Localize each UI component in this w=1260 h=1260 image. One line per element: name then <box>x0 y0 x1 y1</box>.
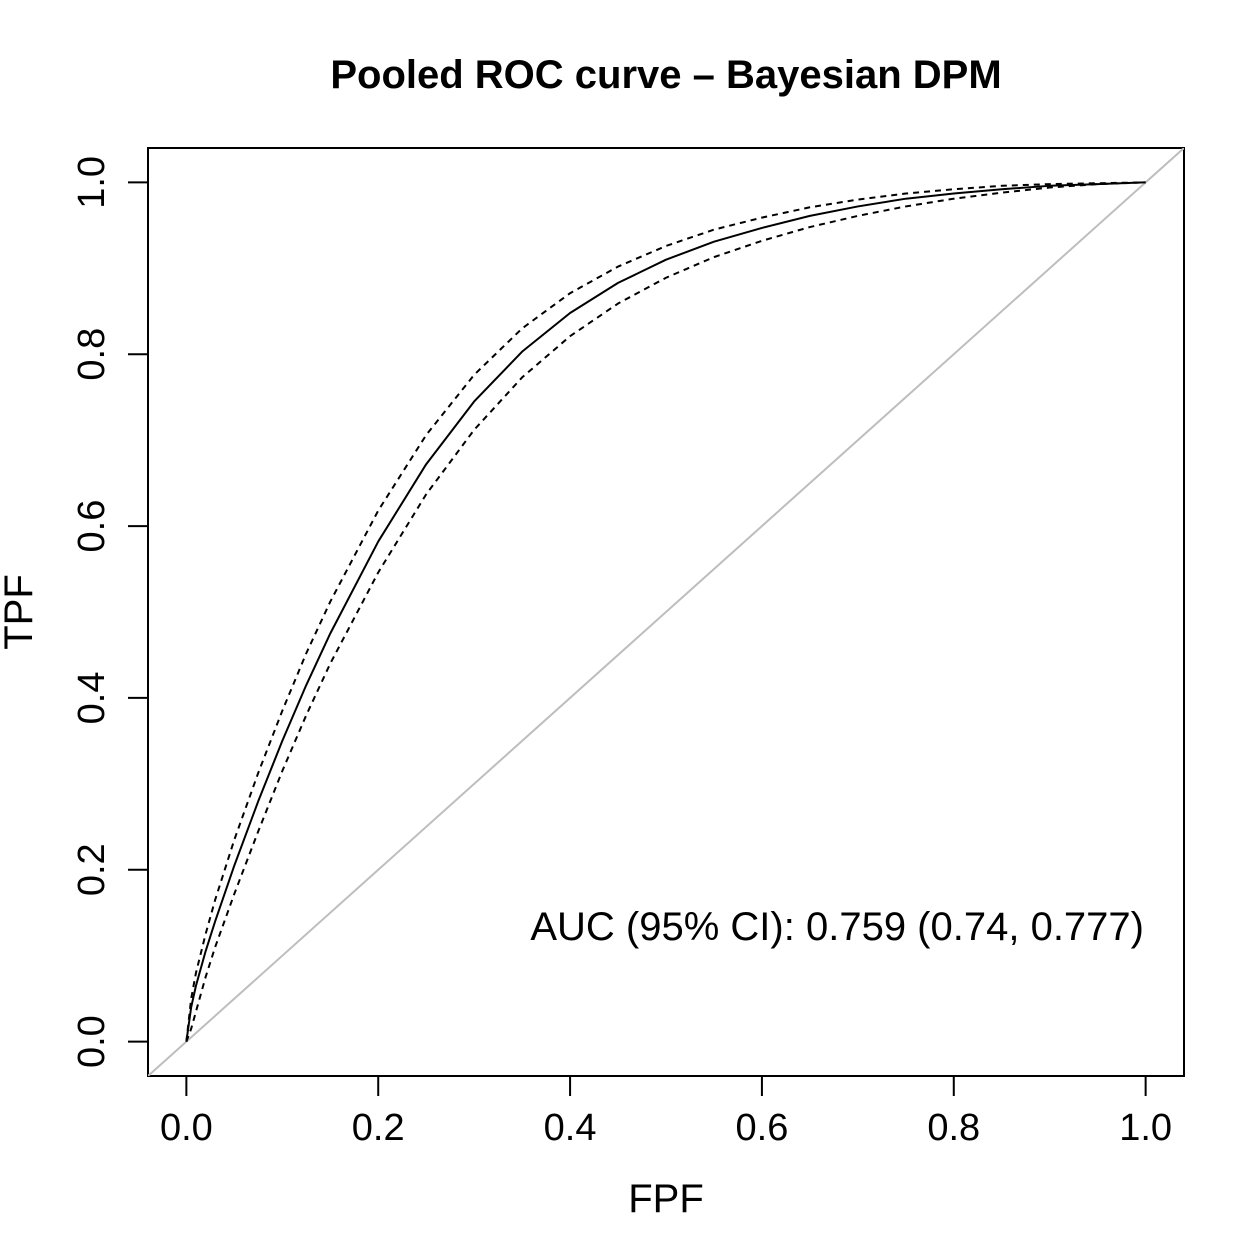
chart-title: Pooled ROC curve – Bayesian DPM <box>330 53 1001 97</box>
x-tick-label: 0.8 <box>927 1107 980 1149</box>
roc-curve-line <box>185 181 1146 1042</box>
y-tick-label: 0.6 <box>71 500 113 553</box>
roc-ci-bound-line-1 <box>185 181 1146 1042</box>
x-axis-label: FPF <box>628 1177 704 1221</box>
reference-diagonal-line <box>148 148 1184 1076</box>
y-tick-label: 0.2 <box>71 843 113 896</box>
reference-diagonal-layer <box>148 148 1184 1076</box>
roc-ci-bound-line-2 <box>185 181 1146 1042</box>
y-tick-label: 0.4 <box>71 672 113 725</box>
series-layer <box>185 181 1146 1042</box>
y-axis: 0.0 0.2 0.4 0.6 0.8 1.0 <box>71 156 149 1068</box>
x-tick-label: 0.2 <box>352 1107 405 1149</box>
x-tick-label: 1.0 <box>1119 1107 1172 1149</box>
x-axis: 0.0 0.2 0.4 0.6 0.8 1.0 <box>160 1075 1172 1149</box>
x-tick-label: 0.0 <box>160 1107 213 1149</box>
y-axis-label: TPF <box>0 574 41 650</box>
y-tick-label: 0.0 <box>71 1015 113 1068</box>
x-tick-label: 0.6 <box>736 1107 789 1149</box>
y-tick-label: 0.8 <box>71 328 113 381</box>
x-tick-label: 0.4 <box>544 1107 597 1149</box>
y-tick-label: 1.0 <box>71 156 113 209</box>
auc-annotation: AUC (95% CI): 0.759 (0.74, 0.777) <box>530 905 1144 949</box>
